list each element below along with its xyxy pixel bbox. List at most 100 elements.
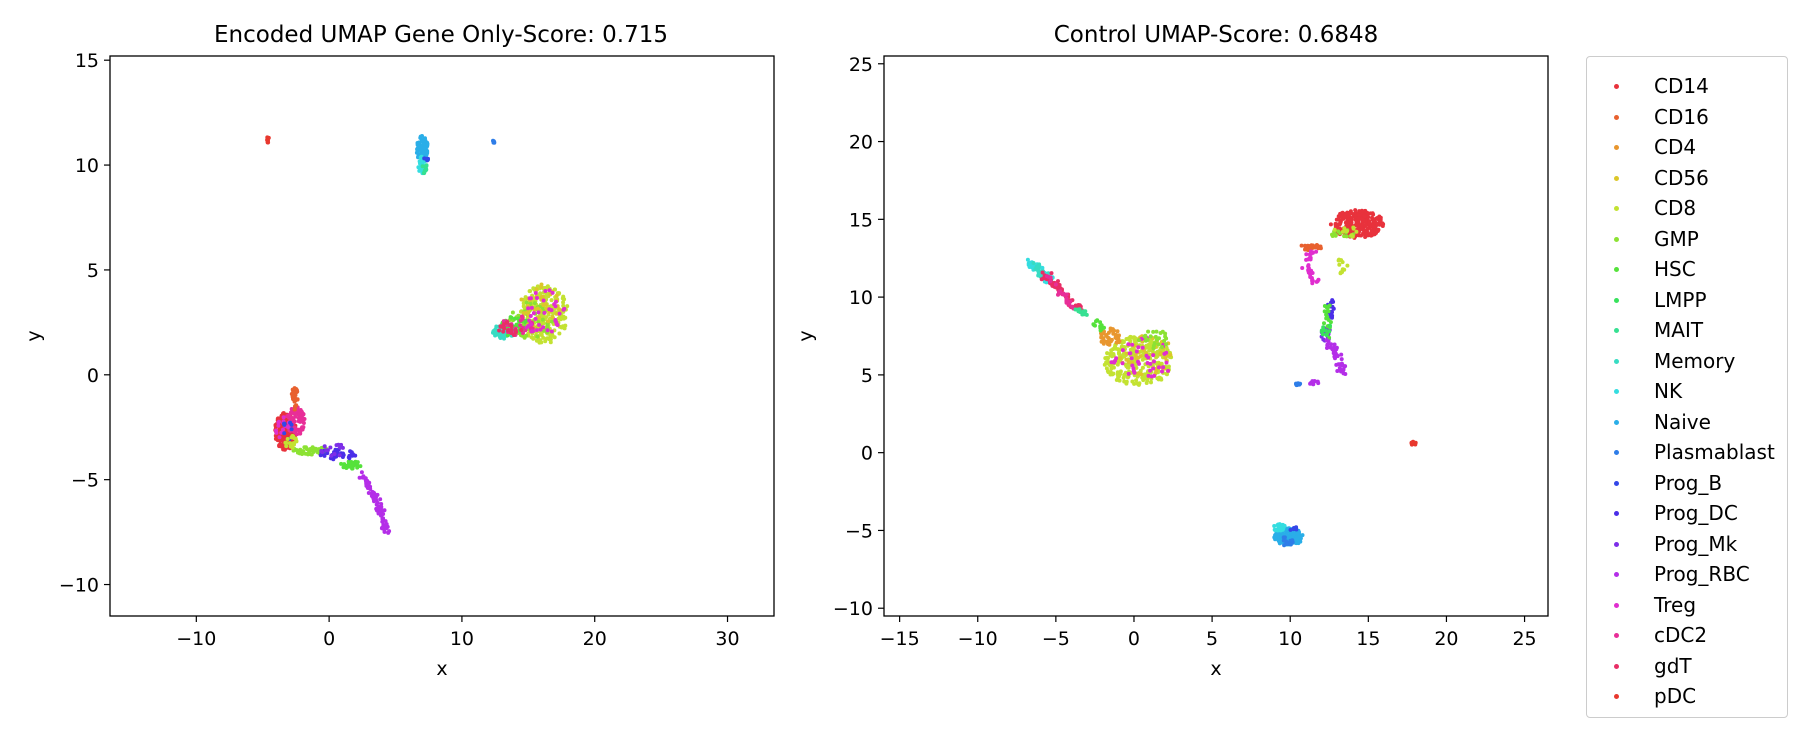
point-treg: [537, 322, 541, 327]
point-treg: [533, 291, 538, 295]
point-cd14: [1370, 211, 1375, 216]
point-cd8: [1147, 345, 1152, 350]
point-cdc2: [301, 417, 306, 422]
point-prog-mk: [328, 445, 333, 450]
encoded-umap-points: [265, 134, 570, 535]
point-nk: [1282, 523, 1287, 528]
point-gmp: [1160, 329, 1165, 334]
x-tick-label: 30: [715, 628, 739, 650]
encoded-umap-plot-frame: [109, 55, 775, 617]
point-gmp: [549, 319, 554, 324]
point-nk: [1040, 265, 1045, 270]
point-cd8: [1145, 378, 1150, 383]
legend-label: MAIT: [1654, 318, 1704, 342]
point-cdc2: [1067, 303, 1072, 308]
point-gmp: [1151, 346, 1156, 351]
point-cd8: [1166, 364, 1171, 369]
point-treg: [1164, 350, 1169, 355]
point-gdt: [1056, 279, 1060, 284]
legend-label: LMPP: [1654, 287, 1707, 312]
point-gmp: [1156, 342, 1161, 347]
x-tick-label: 5: [1206, 628, 1218, 650]
point-prog-rbc: [1325, 346, 1329, 350]
point-nk: [1025, 257, 1030, 262]
encoded-umap-y-ticks: −10 −5 0 5 10 15: [59, 50, 110, 597]
point-prog-b: [1288, 527, 1293, 532]
point-cd16: [294, 387, 299, 391]
legend-label: pDC: [1654, 684, 1697, 708]
point-prog-rbc: [1325, 342, 1330, 347]
point-cd8: [1354, 229, 1359, 234]
point-cd14: [1362, 232, 1367, 237]
point-gmp: [306, 450, 311, 455]
legend-marker: [1614, 84, 1619, 89]
point-hsc: [358, 464, 363, 469]
encoded-umap-title: Encoded UMAP Gene Only-Score: 0.715: [214, 22, 668, 48]
point-cd8: [1105, 351, 1110, 356]
point-cd14: [1369, 229, 1374, 234]
point-cd4: [1116, 338, 1121, 343]
point-gdt: [506, 328, 511, 333]
point-hsc: [348, 464, 353, 469]
point-cd14: [1359, 217, 1364, 222]
point-cd8: [543, 339, 548, 344]
point-cd56: [1138, 354, 1143, 359]
point-hsc: [1327, 303, 1332, 308]
point-prog-dc: [1329, 309, 1334, 314]
point-cd56: [1133, 353, 1138, 358]
point-prog-rbc: [1338, 367, 1343, 372]
point-cd8: [1105, 359, 1110, 364]
point-cd14: [1343, 215, 1348, 220]
x-tick-label: −5: [1042, 628, 1070, 650]
point-cdc2: [518, 323, 523, 328]
y-tick-label: 0: [87, 365, 99, 387]
legend-item-cd14: CD14: [1587, 71, 1787, 101]
point-gdt: [505, 320, 509, 325]
point-prog-rbc: [1333, 356, 1337, 361]
point-cd56: [557, 307, 562, 312]
point-gdt: [501, 329, 506, 334]
point-treg: [1136, 359, 1140, 364]
point-prog-rbc: [383, 519, 388, 524]
point-cd8: [1149, 380, 1153, 385]
point-cd8: [558, 317, 563, 322]
point-hsc: [524, 318, 528, 323]
point-cd56: [554, 311, 559, 316]
point-prog-dc: [340, 455, 345, 459]
point-cdc2: [301, 421, 306, 425]
point-gmp: [294, 448, 299, 453]
legend-label: Plasmablast: [1654, 440, 1775, 464]
point-cd8: [565, 304, 570, 309]
point-cd8: [1123, 362, 1128, 367]
point-cd14: [1362, 214, 1367, 219]
point-prog-rbc: [1335, 369, 1340, 373]
legend-label: CD14: [1654, 74, 1709, 98]
point-cd8: [561, 294, 566, 299]
point-cd8: [1111, 353, 1116, 358]
point-treg: [562, 306, 567, 311]
point-prog-mk: [324, 448, 329, 453]
point-prog-rbc: [1339, 357, 1344, 362]
y-tick-label: −5: [71, 470, 99, 492]
point-treg: [281, 427, 285, 432]
point-cd14: [1375, 216, 1380, 220]
point-treg: [1164, 360, 1169, 365]
point-treg: [1120, 348, 1125, 353]
point-cdc2: [1045, 274, 1049, 279]
point-cd8: [1345, 263, 1350, 268]
point-hsc: [1102, 325, 1106, 330]
point-prog-rbc: [1335, 354, 1340, 359]
legend-item-pdc: pDC: [1587, 681, 1787, 711]
x-tick-label: −10: [176, 628, 216, 650]
point-cd8: [534, 338, 539, 343]
point-cd4: [1108, 339, 1113, 344]
point-cd8: [544, 315, 548, 320]
point-treg: [1145, 361, 1150, 365]
y-tick-label: 5: [87, 260, 99, 282]
point-naive: [1278, 539, 1283, 544]
point-lmpp: [1324, 333, 1329, 337]
point-cd8: [284, 444, 289, 449]
point-cd56: [1154, 369, 1159, 374]
legend-marker: [1614, 480, 1619, 486]
point-hsc: [1098, 320, 1103, 325]
